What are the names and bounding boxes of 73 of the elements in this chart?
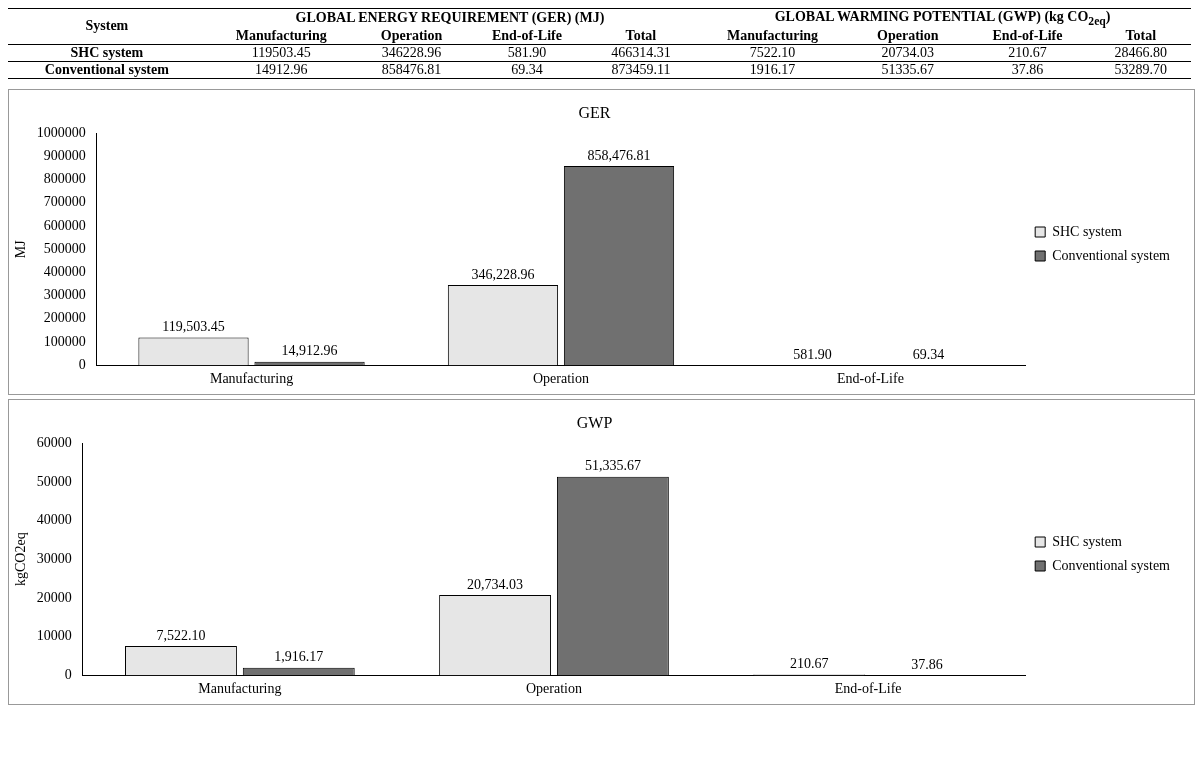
- y-tick-label: 30000: [36, 550, 72, 566]
- text: SHC system: [69, 44, 145, 62]
- text: 28466.80: [1113, 44, 1168, 62]
- text: 1916.17: [748, 61, 797, 79]
- y-tick-label: 300000: [43, 287, 86, 303]
- text: 37.86: [1010, 61, 1045, 79]
- y-tick-label: 20000: [36, 589, 72, 605]
- text: Conventional system: [43, 61, 170, 79]
- text: 210.67: [1007, 44, 1048, 62]
- y-tick-label: 0: [78, 356, 86, 372]
- y-axis-title: MJ: [13, 239, 29, 258]
- data-label: 210.67: [789, 655, 829, 671]
- data-label: 69.34: [912, 346, 945, 362]
- text: System: [84, 17, 130, 36]
- legend-label: SHC system: [1052, 533, 1122, 549]
- text: Operation: [379, 27, 444, 45]
- text: End-of-Life: [991, 27, 1064, 45]
- x-tick-label: Manufacturing: [209, 371, 294, 387]
- text: 53289.70: [1113, 61, 1168, 79]
- data-label: 119,503.45: [162, 318, 225, 334]
- y-tick-label: 500000: [43, 240, 86, 256]
- text: Manufacturing: [726, 27, 820, 45]
- chart-title: GWP: [576, 413, 613, 431]
- x-tick-label: End-of-Life: [834, 681, 902, 697]
- data-label: 20,734.03: [467, 576, 524, 592]
- data-label: 51,335.67: [584, 458, 641, 474]
- text: 69.34: [510, 61, 544, 79]
- y-tick-label: 900000: [43, 147, 86, 163]
- text: 346228.96: [380, 44, 443, 62]
- text: 466314.31: [610, 44, 672, 62]
- y-tick-label: 600000: [43, 217, 86, 233]
- text: Total: [624, 27, 658, 45]
- legend-label: SHC system: [1052, 223, 1122, 239]
- text: 119503.45: [250, 44, 312, 62]
- data-label: 37.86: [911, 656, 943, 672]
- data-label: 858,476.81: [587, 147, 651, 163]
- text: 858476.81: [380, 61, 443, 79]
- x-tick-label: Operation: [526, 681, 582, 697]
- text: 20734.03: [880, 44, 935, 62]
- data-label: 581.90: [793, 346, 832, 362]
- text: 581.90: [506, 44, 548, 62]
- legend-label: Conventional system: [1052, 557, 1171, 573]
- x-tick-label: End-of-Life: [837, 371, 904, 387]
- text: 51335.67: [880, 61, 935, 79]
- x-tick-label: Manufacturing: [198, 681, 282, 697]
- y-axis-title: kgCO2eq: [13, 532, 29, 586]
- y-tick-label: 100000: [43, 333, 86, 349]
- y-tick-label: 700000: [43, 194, 86, 210]
- chart-title: GER: [578, 103, 611, 121]
- data-label: 7,522.10: [156, 627, 206, 643]
- text: Operation: [876, 27, 940, 45]
- y-tick-label: 0: [64, 666, 72, 682]
- legend-label: Conventional system: [1052, 247, 1171, 263]
- y-tick-label: 10000: [36, 628, 72, 643]
- text: 873459.11: [610, 61, 672, 79]
- y-tick-label: 50000: [36, 473, 72, 489]
- y-tick-label: 200000: [43, 310, 86, 326]
- text: GLOBAL ENERGY REQUIREMENT (GER) (MJ): [294, 9, 606, 28]
- text: Total: [1124, 27, 1158, 45]
- data-label: 1,916.17: [274, 649, 324, 665]
- data-label: 346,228.96: [471, 266, 535, 282]
- y-tick-label: 40000: [36, 512, 72, 527]
- y-tick-label: 800000: [43, 171, 86, 187]
- y-tick-label: 400000: [43, 263, 86, 279]
- text: End-of-Life: [490, 27, 563, 45]
- text: GLOBAL WARMING POTENTIAL (GWP) (kg CO$_{2eq}$): [773, 8, 1112, 28]
- x-tick-label: Operation: [533, 371, 589, 387]
- text: Manufacturing: [234, 27, 328, 45]
- text: 14912.96: [254, 61, 309, 79]
- y-tick-label: 60000: [36, 434, 72, 450]
- text: 7522.10: [748, 44, 797, 62]
- y-tick-label: 1000000: [36, 124, 86, 140]
- data-label: 14,912.96: [281, 343, 338, 359]
